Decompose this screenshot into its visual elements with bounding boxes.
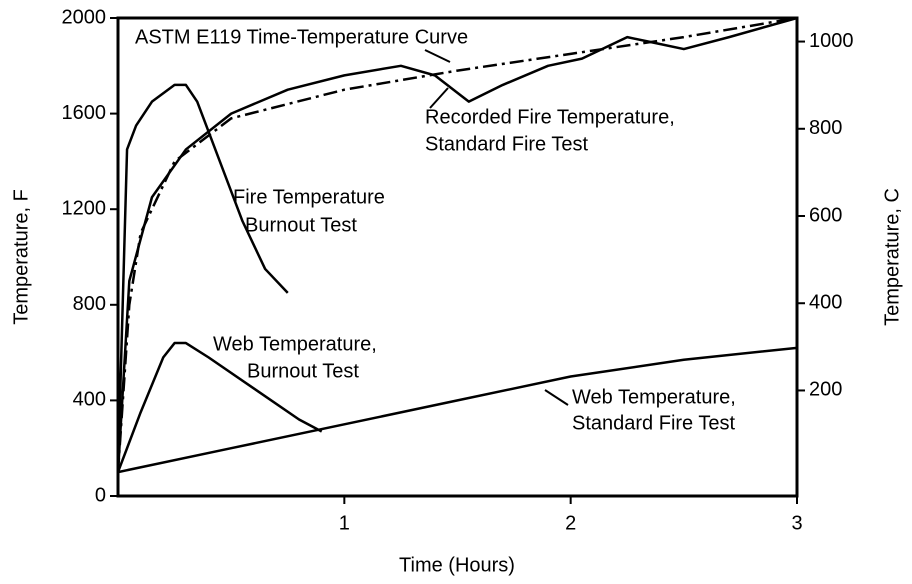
annotation: Burnout Test — [247, 360, 359, 382]
y2-tick-label: 200 — [809, 379, 842, 401]
arrow — [424, 49, 451, 63]
x-axis-label: Time (Hours) — [399, 554, 515, 576]
line-series — [117, 346, 798, 474]
x-tick-label: 3 — [791, 512, 802, 534]
y2-tick-label: 1000 — [809, 30, 854, 52]
y2-tick-label: 400 — [809, 292, 842, 314]
arrow — [429, 87, 449, 109]
annotation: Web Temperature, — [572, 386, 736, 408]
line-series — [116, 16, 798, 473]
annotation: Web Temperature, — [213, 333, 377, 355]
y-tick-label: 1600 — [62, 102, 107, 124]
line-series — [116, 83, 289, 473]
annotation: Fire Temperature — [233, 186, 385, 208]
annotation: Recorded Fire Temperature, — [425, 106, 675, 128]
arrows — [424, 49, 569, 406]
y-tick-label: 2000 — [62, 6, 107, 28]
y-tick-label: 1200 — [62, 197, 107, 219]
plot-frame — [116, 16, 799, 498]
y-tick-label: 400 — [73, 389, 106, 411]
y-tick-label: 800 — [73, 293, 106, 315]
line-series — [116, 16, 798, 473]
annotation: ASTM E119 Time-Temperature Curve — [135, 26, 468, 48]
y-tick-label: 0 — [95, 484, 106, 506]
y2-tick-label: 600 — [809, 204, 842, 226]
annotation: Burnout Test — [245, 214, 357, 236]
arrow — [544, 389, 569, 406]
annotation: Standard Fire Test — [572, 412, 735, 434]
x-tick-label: 2 — [565, 512, 576, 534]
y-axis-label: Temperature, F — [10, 189, 32, 325]
annotation: Standard Fire Test — [425, 133, 588, 155]
line-series — [116, 341, 323, 473]
y2-axis-label: Temperature, C — [881, 188, 903, 326]
y2-tick-label: 800 — [809, 117, 842, 139]
x-tick-label: 1 — [339, 512, 350, 534]
